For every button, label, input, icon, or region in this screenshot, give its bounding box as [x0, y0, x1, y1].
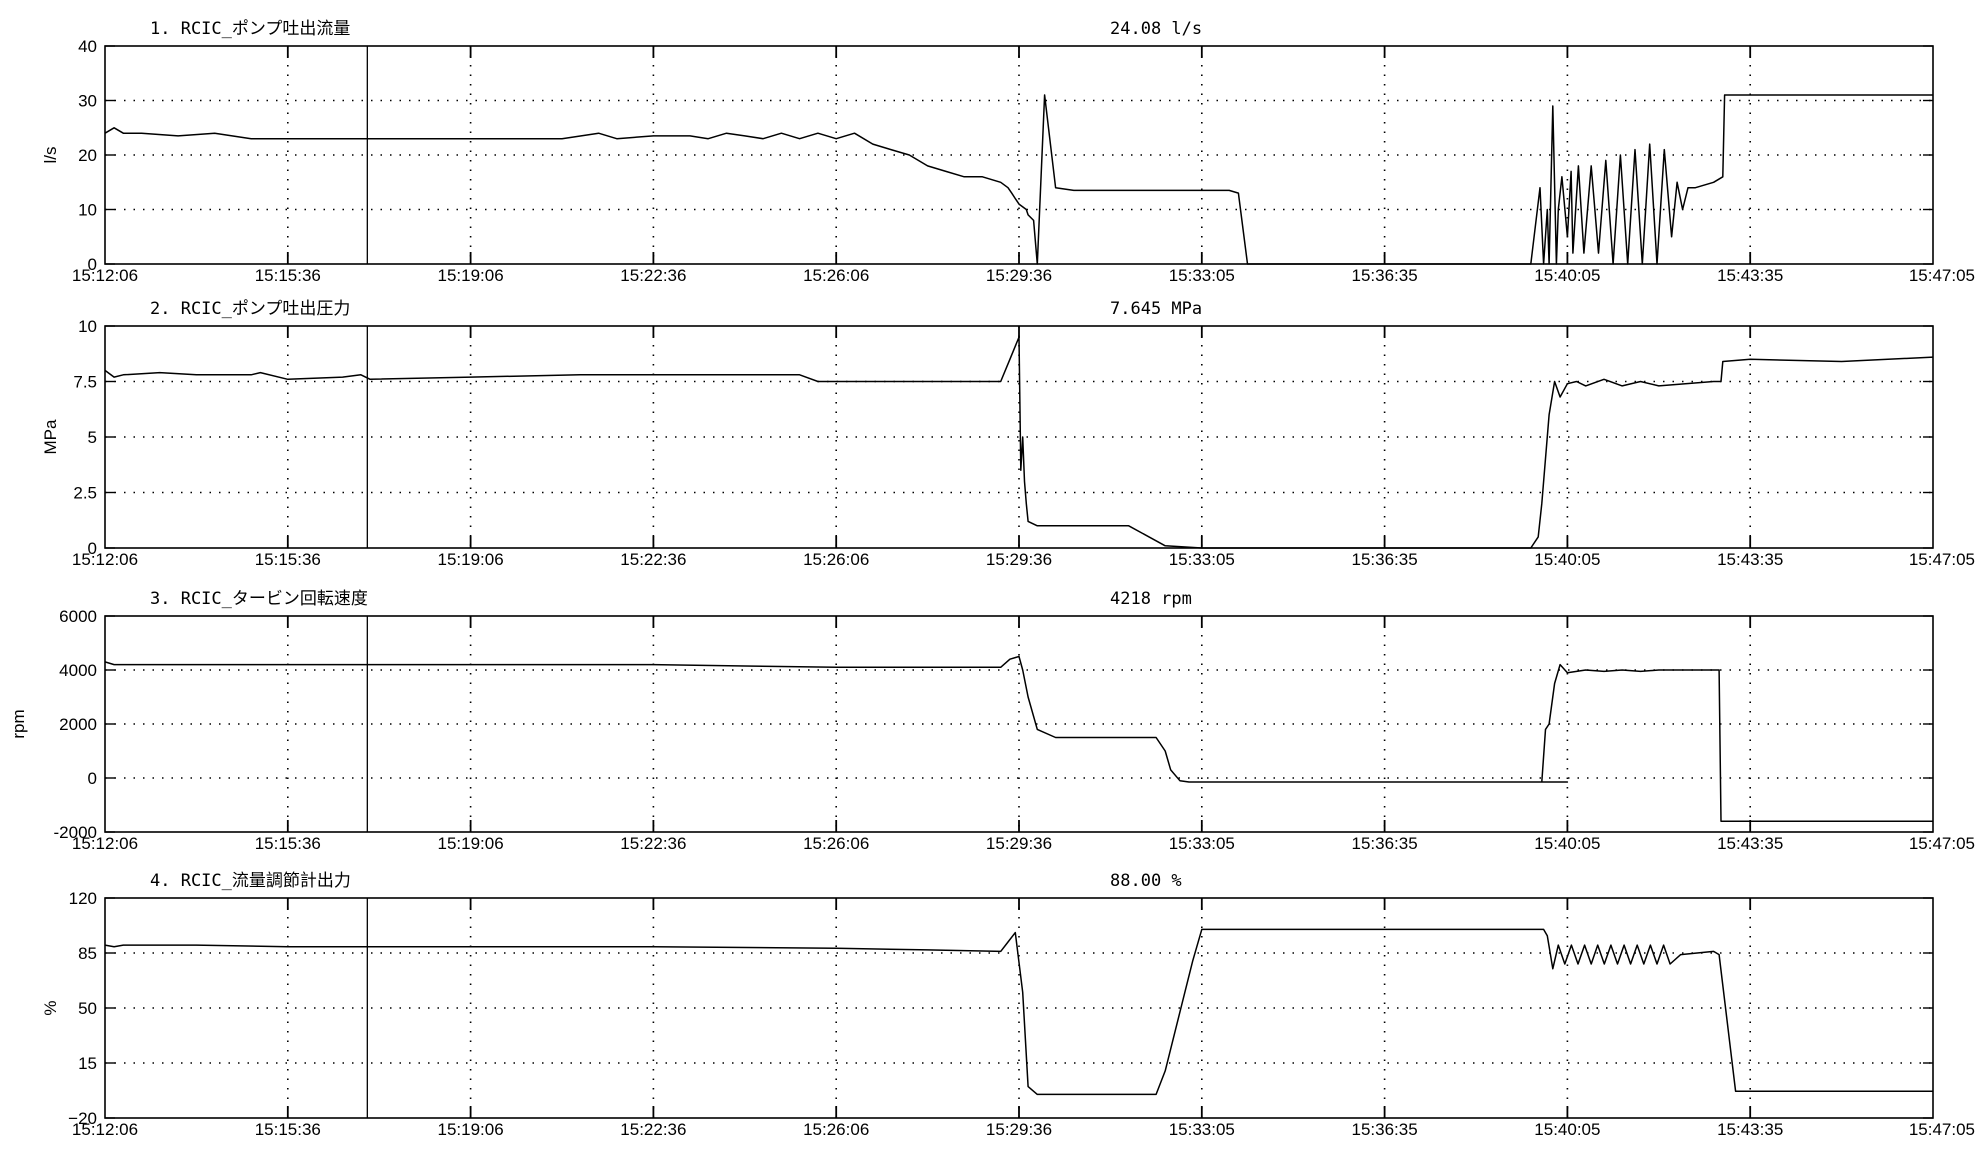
y-tick-label: 0	[88, 539, 97, 558]
x-tick-label: 15:36:35	[1352, 1120, 1418, 1139]
y-tick-label: 7.5	[73, 373, 97, 392]
x-tick-label: 15:15:36	[255, 834, 321, 853]
chart-panel-1: 0 10 20 30 40 15:12:06 15:15:36 15:19:06 15:22:3…	[41, 19, 1975, 285]
x-tick-label: 15:43:35	[1717, 266, 1783, 285]
y-tick-label: 40	[78, 37, 97, 56]
y-tick-label: 0	[88, 255, 97, 274]
x-tick-label: 15:47:05	[1909, 266, 1975, 285]
x-tick-label: 15:40:05	[1534, 1120, 1600, 1139]
y-tick-label: 6000	[59, 607, 97, 626]
y-tick-label: 10	[78, 201, 97, 220]
y-tick-label: 15	[78, 1054, 97, 1073]
chart-panel-3: -2000 0 2000 4000 6000 15:12:06 15:15:36 15:19:…	[9, 589, 1975, 853]
x-tick-label: 15:36:35	[1352, 834, 1418, 853]
x-tick-label: 15:26:06	[803, 1120, 869, 1139]
x-tick-label: 15:19:06	[438, 834, 504, 853]
y-axis-label: MPa	[41, 419, 60, 455]
y-tick-label: −20	[68, 1109, 97, 1128]
x-tick-label: 15:26:06	[803, 266, 869, 285]
series-line	[104, 655, 1933, 822]
x-tick-label: 15:19:06	[438, 266, 504, 285]
x-tick-label: 15:43:35	[1717, 834, 1783, 853]
y-tick-label: 10	[78, 317, 97, 336]
panel-title: 4. RCIC_流量調節計出力	[150, 871, 351, 891]
x-tick-label: 15:12:06	[72, 266, 138, 285]
y-tick-label: 2000	[59, 715, 97, 734]
x-tick-label: 15:43:35	[1717, 1120, 1783, 1139]
panel-readout: 24.08 l/s	[1110, 19, 1202, 39]
x-tick-label: 15:47:05	[1909, 1120, 1975, 1139]
panel-title: 1. RCIC_ポンプ吐出流量	[150, 19, 350, 39]
x-tick-label: 15:33:05	[1169, 266, 1235, 285]
x-tick-label: 15:15:36	[255, 266, 321, 285]
y-tick-label: 5	[88, 428, 97, 447]
x-tick-label: 15:22:36	[620, 266, 686, 285]
x-tick-label: 15:29:36	[986, 1120, 1052, 1139]
series-line	[104, 336, 1934, 549]
x-tick-label: 15:36:35	[1352, 266, 1418, 285]
y-axis-label: rpm	[9, 709, 28, 738]
x-tick-label: 15:47:05	[1909, 834, 1975, 853]
x-tick-label: 15:40:05	[1534, 834, 1600, 853]
y-tick-label: 120	[69, 889, 97, 908]
panel-title: 3. RCIC_タービン回転速度	[150, 589, 368, 609]
series-line	[104, 94, 1933, 265]
y-axis-label: %	[41, 1000, 60, 1015]
y-tick-label: 85	[78, 944, 97, 963]
x-tick-label: 15:12:06	[72, 550, 138, 569]
x-tick-label: 15:29:36	[986, 834, 1052, 853]
x-tick-label: 15:29:36	[986, 550, 1052, 569]
y-tick-label: 50	[78, 999, 97, 1018]
series-line	[104, 928, 1933, 1096]
x-tick-label: 15:43:35	[1717, 550, 1783, 569]
chart-panel-4: −20 15 50 85 120 15:12:06 15:15:36 15:19:06 15:2…	[41, 871, 1975, 1139]
panel-readout: 4218 rpm	[1110, 589, 1192, 609]
x-tick-label: 15:15:36	[255, 550, 321, 569]
x-tick-label: 15:26:06	[803, 550, 869, 569]
x-tick-label: 15:47:05	[1909, 550, 1975, 569]
x-tick-label: 15:33:05	[1169, 1120, 1235, 1139]
x-tick-label: 15:12:06	[72, 1120, 138, 1139]
y-tick-label: 30	[78, 92, 97, 111]
y-tick-label: 4000	[59, 661, 97, 680]
x-tick-label: 15:19:06	[438, 1120, 504, 1139]
y-tick-label: 0	[88, 769, 97, 788]
x-tick-label: 15:26:06	[803, 834, 869, 853]
x-tick-label: 15:12:06	[72, 834, 138, 853]
x-tick-label: 15:33:05	[1169, 550, 1235, 569]
y-axis-label: l/s	[41, 147, 60, 164]
chart-panel-2: 0 2.5 5 7.5 10 15:12:06 15:15:36 15:19:06 15:22:…	[41, 299, 1975, 569]
x-tick-label: 15:29:36	[986, 266, 1052, 285]
x-tick-label: 15:40:05	[1534, 266, 1600, 285]
plot-frame	[104, 615, 1934, 833]
x-tick-label: 15:22:36	[620, 550, 686, 569]
x-tick-label: 15:22:36	[620, 1120, 686, 1139]
x-tick-label: 15:40:05	[1534, 550, 1600, 569]
plot-frame	[104, 897, 1934, 1119]
x-tick-label: 15:36:35	[1352, 550, 1418, 569]
y-tick-label: 2.5	[73, 484, 97, 503]
panel-readout: 7.645 MPa	[1110, 299, 1202, 319]
x-tick-label: 15:15:36	[255, 1120, 321, 1139]
y-tick-label: -2000	[54, 823, 97, 842]
panel-readout: 88.00 %	[1110, 871, 1182, 891]
x-tick-label: 15:33:05	[1169, 834, 1235, 853]
panel-title: 2. RCIC_ポンプ吐出圧力	[150, 299, 350, 319]
x-tick-label: 15:22:36	[620, 834, 686, 853]
y-tick-label: 20	[78, 146, 97, 165]
x-tick-label: 15:19:06	[438, 550, 504, 569]
